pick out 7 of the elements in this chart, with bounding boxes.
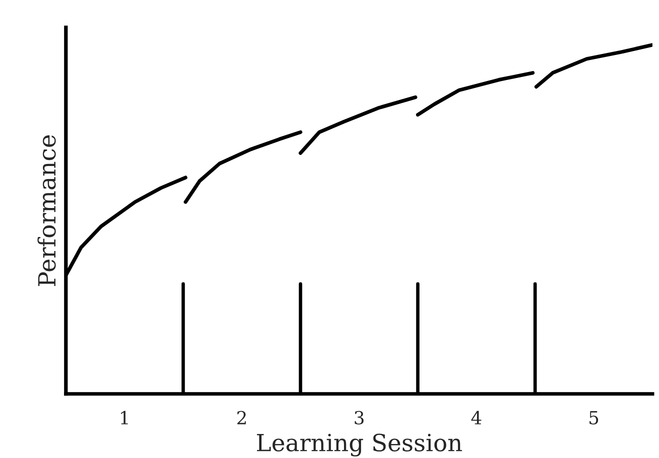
x-tick-label: 3 [354,410,364,425]
x-tick-label: 5 [590,411,598,425]
x-axis-title: Learning Session [256,434,462,456]
x-tick-label: 1 [121,410,128,424]
x-tick-label: 4 [471,410,482,424]
y-axis-title: Performance [37,135,56,286]
x-tick-label: 2 [237,410,246,424]
